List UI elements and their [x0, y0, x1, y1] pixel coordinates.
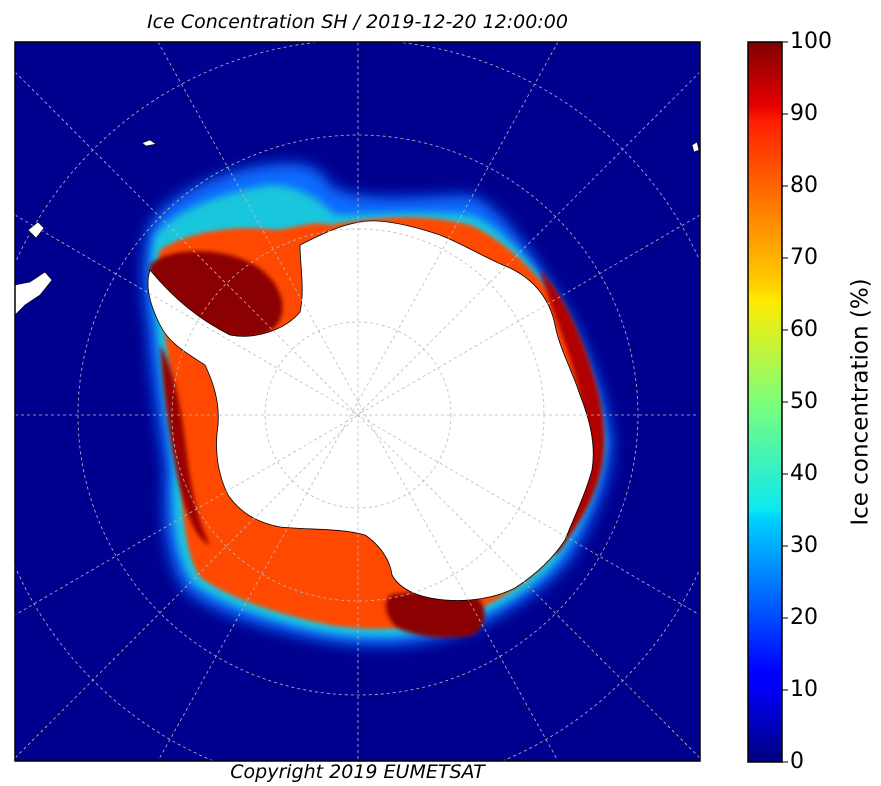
colorbar-ticks: 0 10 20 30 40 50 60 70 80 90 100: [782, 29, 832, 774]
graticule: [15, 42, 700, 761]
colorbar-tick-label: 30: [790, 533, 818, 558]
meridian-line: [157, 42, 559, 761]
chart-title: Ice Concentration SH / 2019-12-20 12:00:…: [147, 11, 568, 33]
sub-antarctic-islands: [15, 139, 700, 316]
island: [27, 221, 45, 239]
meridian-line: [15, 214, 700, 616]
island: [691, 141, 700, 153]
ice-east-margin: [540, 270, 605, 555]
colorbar-tick-label: 20: [790, 605, 818, 630]
ice-ross-sea-core: [385, 592, 485, 638]
ice-west-margin: [160, 345, 210, 545]
colorbar-tick-label: 50: [790, 389, 818, 414]
south-america-tip: [15, 271, 53, 316]
colorbar-tick-label: 100: [790, 29, 832, 54]
colorbar-tick-label: 10: [790, 677, 818, 702]
colorbar-tick-label: 60: [790, 317, 818, 342]
colorbar-tick-label: 70: [790, 245, 818, 270]
antarctica-landmass: [147, 220, 594, 601]
latitude-circle: [77, 134, 639, 696]
map-frame: [14, 41, 701, 762]
copyright-notice: Copyright 2019 EUMETSAT: [230, 761, 485, 783]
island: [141, 139, 157, 147]
latitude-circle: [264, 321, 452, 509]
colorbar-tick-label: 40: [790, 461, 818, 486]
meridian-line: [157, 42, 559, 761]
colorbar-tick-label: 80: [790, 173, 818, 198]
colorbar-tick-label: 90: [790, 101, 818, 126]
colorbar-gradient: [747, 41, 783, 763]
colorbar-tick-label: 0: [790, 749, 804, 774]
colorbar-label: Ice concentration (%): [848, 278, 874, 525]
